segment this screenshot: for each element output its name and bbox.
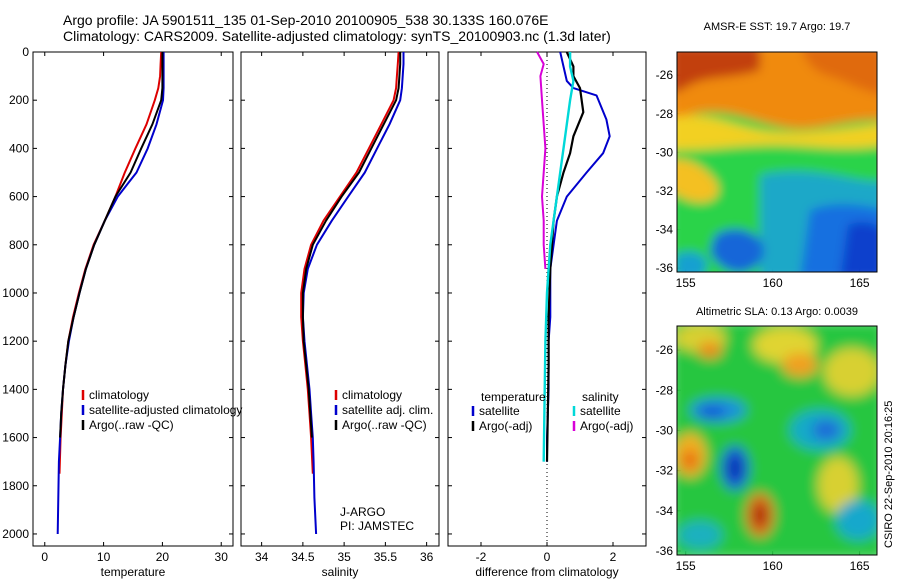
temperature-series-satellite-adjusted-climatology	[56, 52, 165, 535]
temperature-xlabel: temperature	[101, 565, 166, 579]
temperature-panel-frame	[32, 51, 234, 547]
sst-map-title: AMSR-E SST: 19.7 Argo: 19.7	[704, 21, 851, 33]
legend-header-temperature: temperature	[481, 390, 546, 404]
depth-tick-label: 2000	[2, 527, 29, 541]
sla-map-image	[677, 326, 877, 555]
sst_map-ytick-label: -36	[656, 261, 674, 275]
profile-layer: 0 10 20 30temperature0200400600800100012001…	[2, 45, 870, 579]
sst_map-xtick-label: 155	[676, 276, 696, 290]
difference-legend-label: Argo(-adj)	[479, 419, 532, 433]
depth-tick-label: 0	[22, 45, 29, 59]
float-owner-annotation: PI: JAMSTEC	[340, 519, 414, 533]
difference-series-salinity-satellite	[542, 52, 575, 462]
sst_map-ytick-label: -30	[656, 145, 674, 159]
difference-xtick-label: -2	[476, 550, 487, 564]
difference-legend-label: Argo(-adj)	[580, 419, 633, 433]
sst_map-ytick-label: -32	[656, 184, 674, 198]
sla_map-ytick-label: -28	[656, 383, 674, 397]
temperature-legend-label: Argo(..raw -QC)	[89, 418, 174, 432]
difference-xtick-label: 0	[544, 550, 551, 564]
figure-title-line2: Climatology: CARS2009. Satellite-adjuste…	[63, 28, 611, 44]
difference-legend-label: satellite	[580, 404, 621, 418]
sla_map-xtick-label: 155	[676, 559, 696, 573]
legend-header-salinity: salinity	[582, 390, 619, 404]
depth-tick-label: 800	[9, 238, 29, 252]
salinity-xtick-label: 35.5	[374, 550, 398, 564]
temperature-legend-label: satellite-adjusted climatology	[89, 403, 242, 417]
difference-series-salinity-argo-adj	[536, 51, 547, 269]
temperature-xtick-label: 10	[97, 550, 111, 564]
temperature-xtick-label: 30	[215, 550, 229, 564]
depth-tick-label: 1000	[2, 286, 29, 300]
salinity-legend-label: satellite adj. clim.	[342, 403, 433, 417]
salinity-series-argo-raw-qc	[301, 52, 402, 438]
temperature-series-argo-raw-qc	[59, 52, 164, 438]
sla-map-title: Altimetric SLA: 0.13 Argo: 0.0039	[696, 306, 858, 318]
sst-map-image	[677, 52, 877, 272]
depth-tick-label: 200	[9, 93, 29, 107]
depth-tick-label: 1800	[2, 479, 29, 493]
sla-map-frame	[676, 325, 878, 556]
sst-map-frame	[676, 51, 878, 273]
salinity-panel-frame	[240, 51, 440, 547]
salinity-legend-label: Argo(..raw -QC)	[342, 418, 427, 432]
sla_map-ytick-label: -36	[656, 544, 674, 558]
temperature-xtick-label: 20	[156, 550, 170, 564]
depth-tick-label: 400	[9, 141, 29, 155]
figure-title-line1: Argo profile: JA 5901511_135 01-Sep-2010…	[63, 12, 549, 28]
sst_map-ytick-label: -26	[656, 68, 674, 82]
sla_map-ytick-label: -34	[656, 504, 674, 518]
salinity-xtick-label: 34	[255, 550, 269, 564]
depth-tick-label: 1600	[2, 431, 29, 445]
salinity-legend-label: climatology	[342, 388, 402, 402]
depth-tick-label: 1400	[2, 382, 29, 396]
difference-xtick-label: 2	[610, 550, 617, 564]
salinity-xtick-label: 34.5	[291, 550, 315, 564]
salinity-xtick-label: 35	[337, 550, 351, 564]
float-owner-annotation: J-ARGO	[340, 505, 385, 519]
salinity-xtick-label: 36	[420, 550, 434, 564]
temperature-xtick-label: 0	[41, 550, 48, 564]
salinity-series-satellite-adj-clim	[301, 52, 405, 535]
sst_map-ytick-label: -34	[656, 223, 674, 237]
sla_map-xtick-label: 160	[763, 559, 783, 573]
sst_map-xtick-label: 160	[763, 276, 783, 290]
difference-xlabel: difference from climatology	[475, 565, 618, 579]
depth-tick-label: 1200	[2, 334, 29, 348]
sla_map-ytick-label: -26	[656, 343, 674, 357]
side-timestamp-label: CSIRO 22-Sep-2010 20:16:25	[883, 401, 895, 548]
difference-series-temperature-argo-adj	[545, 51, 585, 462]
sst_map-xtick-label: 165	[850, 276, 870, 290]
sla_map-ytick-label: -32	[656, 464, 674, 478]
difference-legend-label: satellite	[479, 404, 520, 418]
sla_map-xtick-label: 165	[850, 559, 870, 573]
sla_map-ytick-label: -30	[656, 423, 674, 437]
depth-tick-label: 600	[9, 190, 29, 204]
temperature-legend-label: climatology	[89, 388, 149, 402]
sst_map-ytick-label: -28	[656, 107, 674, 121]
salinity-xlabel: salinity	[322, 565, 359, 579]
